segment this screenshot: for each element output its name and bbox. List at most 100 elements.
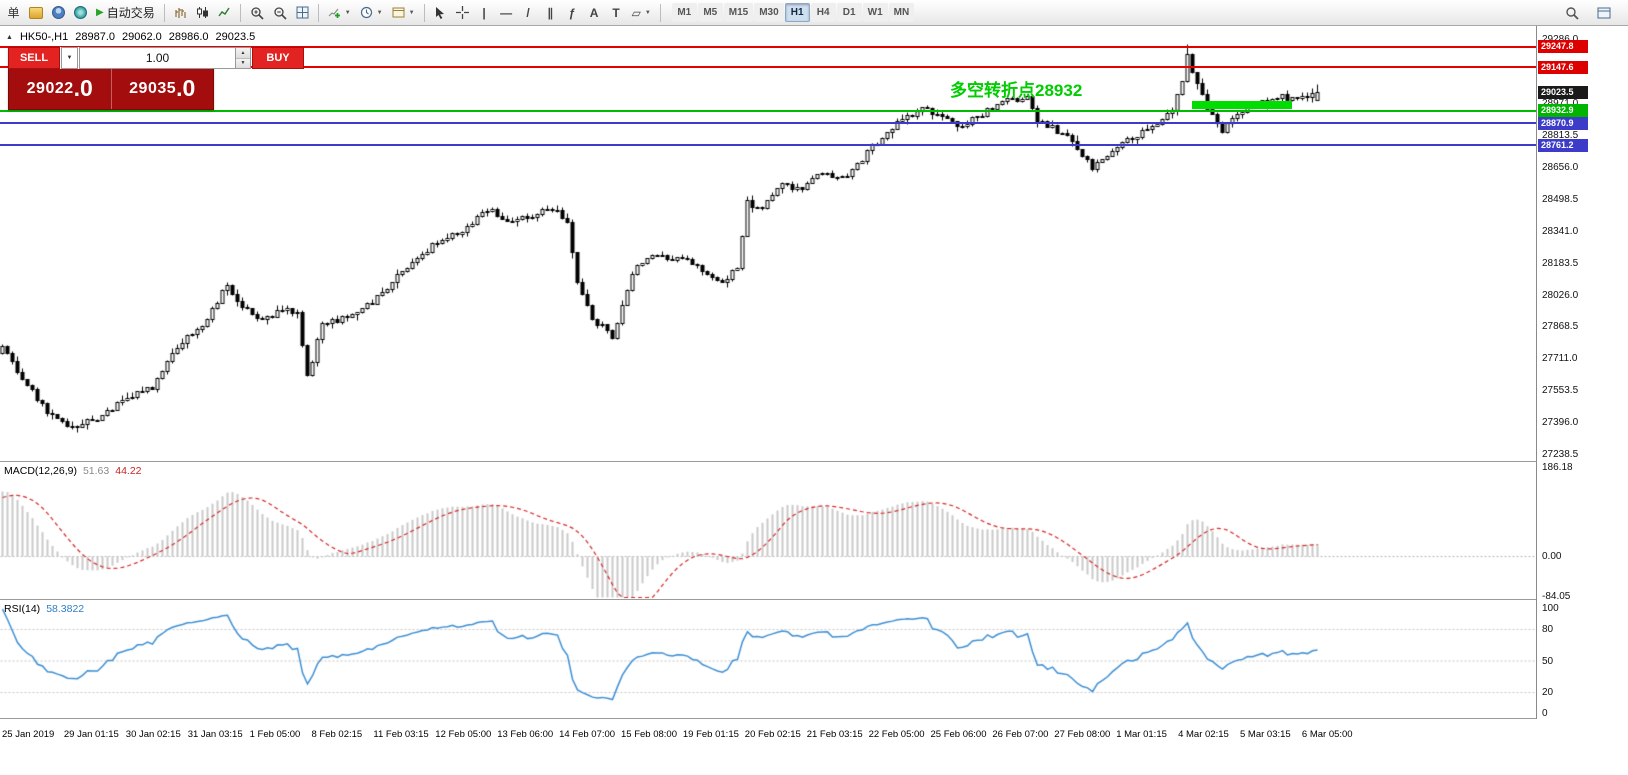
time-label: 6 Mar 05:00 [1301, 729, 1353, 740]
rsi-label: RSI(14) 58.3822 [4, 603, 84, 615]
fibonacci-tool[interactable]: ƒ [562, 3, 583, 23]
shapes-tool[interactable]: ▱ ▼ [628, 3, 655, 23]
time-axis[interactable]: 25 Jan 2019 29 Jan 01:15 30 Jan 02:15 31 Ja… [0, 719, 1628, 775]
zoom-out-button[interactable] [269, 3, 291, 23]
volume-input[interactable] [80, 48, 235, 68]
macd-canvas[interactable] [0, 462, 1536, 599]
macd-signal-value: 44.22 [115, 465, 142, 477]
timeframe-m15[interactable]: M15 [723, 3, 754, 22]
crosshair-button[interactable] [452, 3, 473, 23]
price-tag: 29147.6 [1538, 60, 1588, 74]
volume-down-button[interactable]: ▼ [236, 57, 250, 68]
timeframe-m30[interactable]: M30 [754, 3, 784, 22]
templates-button[interactable]: ▼ [388, 3, 419, 23]
window-layout-icon [1597, 7, 1611, 18]
price-axis-label: 27396.0 [1542, 417, 1579, 429]
label-tool[interactable]: T [606, 3, 627, 23]
globe-icon [74, 6, 87, 19]
window-layout-button[interactable] [1593, 3, 1615, 23]
time-label: 25 Jan 2019 [2, 729, 55, 740]
buy-price-main: 29035 [129, 80, 177, 97]
rsi-axis-label: 20 [1542, 687, 1554, 698]
price-axis-label: 27711.0 [1542, 353, 1578, 365]
toolbar-right-group [1561, 3, 1625, 23]
panel-separator[interactable] [0, 461, 1628, 462]
horizontal-level-line[interactable] [0, 122, 1536, 125]
text-tool[interactable]: A [584, 3, 605, 23]
time-label: 12 Feb 05:00 [435, 729, 492, 740]
autotrade-label: 自动交易 [106, 6, 155, 20]
timeframe-d1[interactable]: D1 [836, 3, 862, 22]
price-chart-canvas[interactable] [0, 26, 1536, 461]
new-order-button[interactable]: 单 [3, 3, 24, 23]
pivot-annotation[interactable]: 多空转折点28932 [950, 81, 1083, 100]
indicators-button[interactable]: ▼ [324, 3, 355, 23]
tile-windows-button[interactable] [292, 3, 313, 23]
channel-tool[interactable]: ∥ [540, 3, 561, 23]
folder-icon[interactable] [25, 3, 47, 23]
buy-price[interactable]: 29035 .0 [110, 69, 214, 109]
sell-button[interactable]: SELL [8, 47, 60, 69]
trendline-tool[interactable]: / [518, 3, 539, 23]
timeframe-mn[interactable]: MN [888, 3, 915, 22]
panel-separator[interactable] [0, 599, 1628, 600]
periods-button[interactable]: ▼ [356, 3, 387, 23]
time-label: 25 Feb 06:00 [930, 729, 987, 740]
vertical-line-tool[interactable]: | [474, 3, 495, 23]
timeframe-w1[interactable]: W1 [862, 3, 888, 22]
macd-panel: MACD(12,26,9) 51.63 44.22 [0, 462, 1536, 599]
cursor-button[interactable] [430, 3, 451, 23]
toolbar-separator [163, 3, 165, 22]
search-button[interactable] [1561, 3, 1583, 23]
horizontal-level-line[interactable] [0, 109, 1536, 112]
pivot-zone-rectangle[interactable] [1192, 101, 1292, 110]
zoom-in-icon [251, 6, 264, 20]
search-icon [1566, 6, 1579, 20]
price-axis-label: 28971.0 [1542, 98, 1578, 109]
time-label: 14 Feb 07:00 [559, 729, 616, 740]
profile-icon [52, 6, 65, 19]
timeframe-h4[interactable]: H4 [810, 3, 836, 22]
volume-up-button[interactable]: ▲ [236, 48, 250, 58]
timeframe-m1[interactable]: M1 [671, 3, 697, 22]
bar-chart-button[interactable] [170, 3, 191, 23]
price-axis-label: 28656.0 [1542, 161, 1579, 173]
line-chart-button[interactable] [214, 3, 235, 23]
chevron-down-icon: ▼ [376, 9, 383, 16]
buy-button[interactable]: BUY [252, 47, 304, 69]
time-label: 22 Feb 05:00 [868, 729, 925, 740]
collapse-panel-icon[interactable]: ▲ [6, 33, 13, 41]
quote-prices: 29022 .0 29035 .0 [8, 69, 214, 110]
macd-axis-label: 0.00 [1542, 551, 1562, 562]
toolbar-separator [317, 3, 319, 22]
candlestick-icon [196, 7, 208, 18]
autotrade-button[interactable]: ▶ 自动交易 [92, 3, 159, 23]
zoom-in-button[interactable] [246, 3, 268, 23]
panel-separator[interactable] [0, 718, 1628, 719]
time-label: 8 Feb 02:15 [311, 729, 363, 740]
candlestick-chart-button[interactable] [192, 3, 213, 23]
horizontal-level-line[interactable] [0, 144, 1536, 147]
horizontal-level-line[interactable] [0, 66, 1536, 69]
crosshair-icon [455, 6, 469, 19]
profile-icon[interactable] [48, 3, 69, 23]
bar-low-value: 28986.0 [168, 31, 209, 43]
rsi-canvas[interactable] [0, 600, 1536, 718]
main-toolbar: 单 ▶ 自动交易 ▼ [0, 0, 1628, 26]
sell-price[interactable]: 29022 .0 [9, 69, 111, 109]
price-axis[interactable]: 29286.029128.528971.028813.528656.028498… [1536, 26, 1628, 719]
price-tag: 28932.9 [1538, 104, 1588, 118]
timeframe-h1[interactable]: H1 [784, 3, 810, 22]
line-chart-icon [218, 7, 230, 17]
horizontal-level-line[interactable] [0, 45, 1536, 48]
time-label: 1 Mar 01:15 [1116, 729, 1167, 740]
horizontal-line-tool[interactable]: — [496, 3, 517, 23]
toolbar-separator [659, 3, 661, 22]
timeframe-m5[interactable]: M5 [697, 3, 723, 22]
rsi-panel: RSI(14) 58.3822 [0, 600, 1536, 718]
price-tag: 29023.5 [1538, 85, 1588, 99]
order-type-dropdown[interactable]: ▼ [61, 47, 78, 69]
bar-high-value: 29062.0 [122, 31, 162, 43]
sell-price-frac: .0 [73, 74, 93, 101]
globe-icon[interactable] [70, 3, 91, 23]
